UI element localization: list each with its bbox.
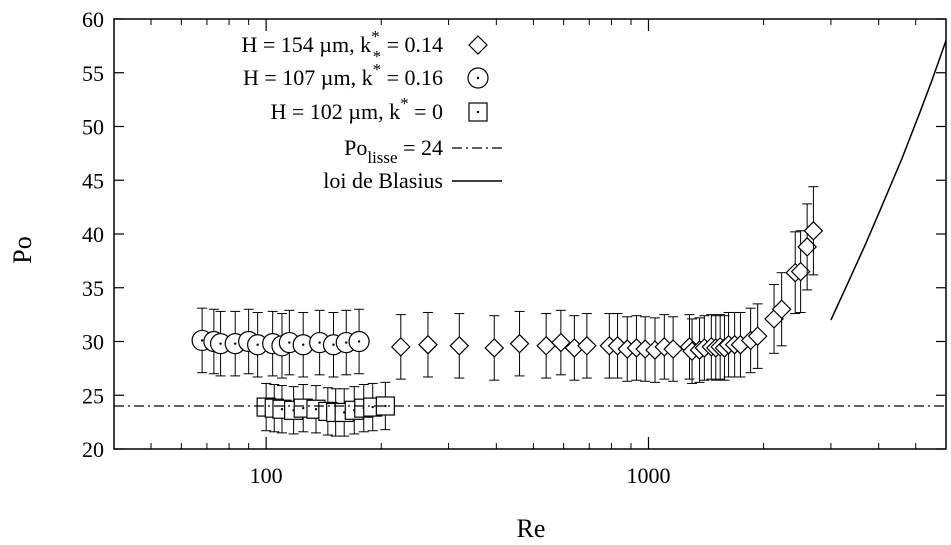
y-tick-label: 60	[82, 7, 104, 32]
series-circle	[191, 307, 370, 379]
square-point	[468, 102, 488, 122]
diamond-point	[390, 337, 411, 357]
y-tick-label: 35	[82, 276, 104, 301]
diamond-point	[747, 326, 768, 346]
diamond-point	[663, 339, 683, 359]
diamond-point	[577, 335, 597, 356]
plot-frame	[113, 18, 947, 450]
y-tick-label: 45	[82, 168, 104, 193]
legend-label: loi de Blasius	[323, 168, 443, 193]
x-axis-title: Re	[517, 514, 546, 543]
diamond-point	[468, 35, 488, 55]
y-tick-label: 40	[82, 222, 104, 247]
y-tick-label: 50	[82, 115, 104, 140]
diamond-point	[551, 332, 571, 353]
circle-point	[348, 330, 370, 353]
y-tick-label: 25	[82, 383, 104, 408]
y-tick-label: 55	[82, 61, 104, 86]
legend-label: H = 102 µm, k* = 0	[270, 94, 443, 124]
diamond-point	[484, 338, 505, 358]
diamond-point	[418, 334, 438, 355]
diamond-point	[536, 335, 557, 356]
y-tick-label: 30	[82, 330, 104, 355]
y-axis-title: Po	[8, 236, 37, 263]
circle-point	[467, 67, 489, 89]
plot-area	[114, 40, 946, 437]
diamond-point	[790, 261, 811, 282]
diamond-point	[803, 220, 824, 241]
diamond-point	[771, 299, 792, 320]
x-tick-label: 100	[250, 463, 283, 488]
legend-label: H = 154 µm, k* * = 0.14	[241, 27, 443, 66]
series-line-solid	[830, 40, 946, 321]
blasius-curve	[830, 40, 946, 321]
x-tick-label: 1000	[626, 463, 670, 488]
axes: 20 25 30 35 40 45 50 55 60 100 1000	[82, 7, 947, 488]
legend-label: H = 107 µm, k* = 0.16	[243, 60, 443, 90]
legend: H = 154 µm, k* * = 0.14H = 107 µm, k* = 0…	[241, 27, 502, 193]
y-tick-label: 20	[82, 437, 104, 462]
series-layer	[114, 40, 946, 437]
series-diamond	[390, 186, 824, 384]
legend-label: Polisse = 24	[344, 135, 443, 167]
diamond-point	[509, 333, 530, 354]
diamond-point	[449, 335, 470, 356]
series-square	[256, 381, 395, 437]
